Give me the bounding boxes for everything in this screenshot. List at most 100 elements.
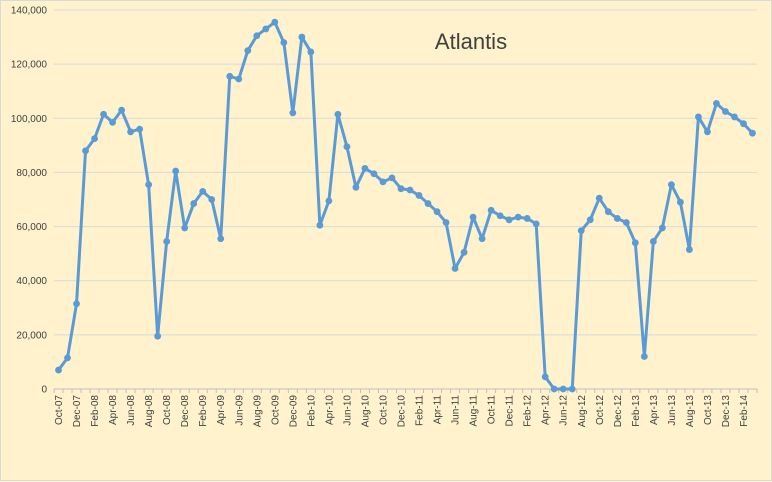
data-point xyxy=(226,72,234,80)
y-tick-label: 100,000 xyxy=(11,114,48,125)
data-point xyxy=(397,185,405,193)
data-point xyxy=(136,125,144,133)
x-tick-label: Dec-11 xyxy=(505,395,516,427)
data-point xyxy=(262,25,270,33)
data-point xyxy=(722,108,729,115)
x-tick-label: Aug-13 xyxy=(685,395,696,428)
x-tick-label: Jun-11 xyxy=(451,395,462,425)
x-tick-label: Aug-09 xyxy=(252,395,263,428)
data-point xyxy=(73,300,80,308)
x-tick-label: Feb-10 xyxy=(306,395,317,427)
data-point xyxy=(586,216,594,224)
x-tick-label: Oct-09 xyxy=(270,395,281,425)
x-tick-label: Apr-10 xyxy=(324,395,335,425)
x-tick-label: Feb-12 xyxy=(523,395,534,427)
data-point xyxy=(235,75,243,83)
data-point xyxy=(514,213,522,221)
data-point xyxy=(307,48,315,56)
data-point xyxy=(298,33,306,41)
x-tick-labels: Oct-07 Dec-07 Feb-08 Apr-08 Jun-08 Aug-08 Oct-… xyxy=(54,395,750,428)
data-point xyxy=(217,235,225,243)
data-point xyxy=(749,129,756,137)
data-point xyxy=(244,47,252,55)
x-tick-label: Jun-08 xyxy=(126,395,137,426)
data-point xyxy=(55,366,62,374)
data-point xyxy=(334,110,342,118)
y-tick-label: 20,000 xyxy=(16,330,47,341)
data-point xyxy=(145,181,153,189)
data-point xyxy=(127,128,135,136)
data-point xyxy=(406,186,414,194)
x-tick-label: Apr-08 xyxy=(108,395,119,425)
x-tick-label: Oct-07 xyxy=(54,395,65,425)
chart-title: Atlantis xyxy=(435,29,507,54)
data-point xyxy=(478,235,486,243)
data-point xyxy=(208,196,216,203)
data-point xyxy=(451,265,459,272)
y-tick-label: 40,000 xyxy=(16,276,47,287)
data-point xyxy=(631,239,639,247)
x-tick-label: Dec-08 xyxy=(180,395,191,428)
data-point xyxy=(433,208,441,216)
data-point xyxy=(100,110,107,118)
data-point xyxy=(523,215,531,222)
data-point xyxy=(154,332,162,340)
x-tick-label: Dec-10 xyxy=(396,395,407,428)
x-tick-label: Apr-09 xyxy=(216,395,227,425)
y-tick-label: 140,000 xyxy=(11,6,48,17)
y-tick-label: 80,000 xyxy=(16,168,47,179)
x-tick-label: Jun-13 xyxy=(667,395,678,426)
x-tick-label: Oct-12 xyxy=(595,395,606,425)
x-tick-label: Dec-07 xyxy=(72,395,83,428)
data-point xyxy=(613,215,621,222)
data-point xyxy=(649,238,657,245)
data-point xyxy=(172,167,180,175)
gridlines xyxy=(54,9,757,390)
data-point xyxy=(82,147,89,155)
data-point xyxy=(604,208,612,216)
data-point xyxy=(622,219,630,226)
data-point xyxy=(91,135,98,142)
x-tick-label: Oct-13 xyxy=(703,395,714,425)
x-tick-label: Apr-12 xyxy=(541,395,552,425)
data-point xyxy=(487,206,495,214)
x-tick-label: Oct-10 xyxy=(378,395,389,425)
x-tick-label: Aug-11 xyxy=(469,395,480,427)
data-point xyxy=(559,385,567,393)
data-point xyxy=(64,354,71,362)
x-tick-label: Feb-09 xyxy=(198,395,209,427)
data-point xyxy=(415,192,423,199)
data-point xyxy=(343,143,351,151)
data-point xyxy=(550,385,558,393)
data-point xyxy=(469,213,477,221)
axes xyxy=(53,389,758,393)
y-tick-labels: 0 20,000 40,000 60,000 80,000 100,000 120,000 1… xyxy=(11,6,48,396)
data-point xyxy=(181,224,189,232)
x-tick-label: Dec-12 xyxy=(613,395,624,428)
data-point xyxy=(109,118,116,126)
x-tick-label: Oct-11 xyxy=(487,395,498,425)
data-point xyxy=(379,178,387,186)
data-point xyxy=(740,120,747,128)
data-point xyxy=(316,221,324,229)
data-point xyxy=(460,248,468,256)
x-tick-label: Feb-08 xyxy=(90,395,101,427)
data-point xyxy=(640,353,648,360)
data-point xyxy=(253,32,261,40)
x-tick-label: Feb-13 xyxy=(631,395,642,427)
data-point xyxy=(424,200,432,207)
x-tick-label: Apr-13 xyxy=(649,395,660,425)
data-point xyxy=(271,18,279,26)
data-point xyxy=(289,109,297,117)
x-tick-label: Oct-08 xyxy=(162,395,173,425)
x-tick-label: Aug-08 xyxy=(144,395,155,428)
data-point xyxy=(731,113,738,121)
x-tick-label: Apr-11 xyxy=(433,395,444,425)
data-point xyxy=(496,212,504,220)
x-tick-label: Aug-12 xyxy=(577,395,588,428)
y-tick-label: 0 xyxy=(41,385,47,396)
data-point xyxy=(704,128,711,136)
data-point xyxy=(388,174,396,182)
